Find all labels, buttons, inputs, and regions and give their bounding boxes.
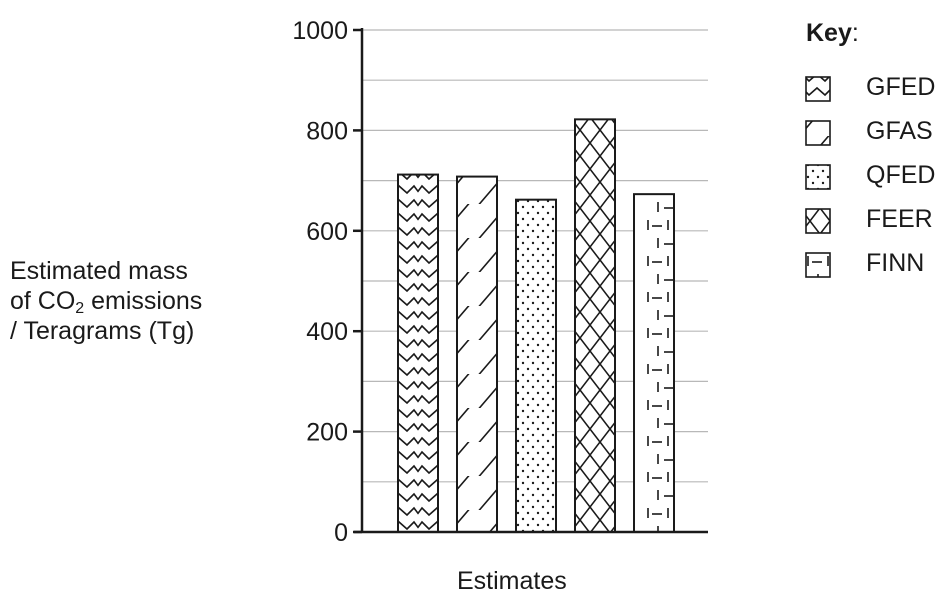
y-tick-label: 200 [306, 419, 348, 447]
legend-label-finn: FINN [866, 249, 925, 277]
legend-label-qfed: QFED [866, 161, 936, 189]
y-axis-label-subscript: 2 [75, 300, 85, 317]
bar-feer [574, 118, 616, 534]
y-tick-label: 1000 [292, 17, 348, 45]
legend-swatch-finn [805, 252, 831, 278]
legend-label-gfas: GFAS [866, 117, 933, 145]
y-tick-label: 600 [306, 218, 348, 246]
legend-swatch-gfed [805, 76, 831, 102]
legend-label-feer: FEER [866, 205, 933, 233]
y-tick-label: 800 [306, 117, 348, 145]
y-tick-label: 0 [334, 519, 348, 547]
bar-gfed [397, 173, 439, 534]
bar-gfas [456, 175, 498, 533]
y-axis-label-line2: of CO2 emissions [10, 286, 260, 317]
y-axis-label: Estimated mass of CO2 emissions / Teragr… [10, 256, 260, 346]
legend-swatch-gfas [805, 120, 831, 146]
x-axis-label: Estimates [457, 567, 567, 595]
bar-qfed [515, 198, 557, 533]
y-axis-label-line1: Estimated mass [10, 257, 188, 285]
y-axis-label-line3: / Teragrams (Tg) [10, 317, 195, 345]
legend-label-gfed: GFED [866, 73, 936, 101]
bar-finn [633, 193, 675, 534]
y-axis-label-line2-suffix: emissions [84, 287, 203, 315]
legend-swatch-feer [805, 208, 831, 234]
legend-title: Key: [806, 19, 859, 48]
legend-swatch-qfed [805, 164, 831, 190]
y-tick-label: 400 [306, 318, 348, 346]
legend-title-colon: : [851, 19, 859, 47]
legend-title-text: Key [806, 19, 852, 47]
y-axis-label-line2-prefix: of CO [10, 287, 76, 315]
